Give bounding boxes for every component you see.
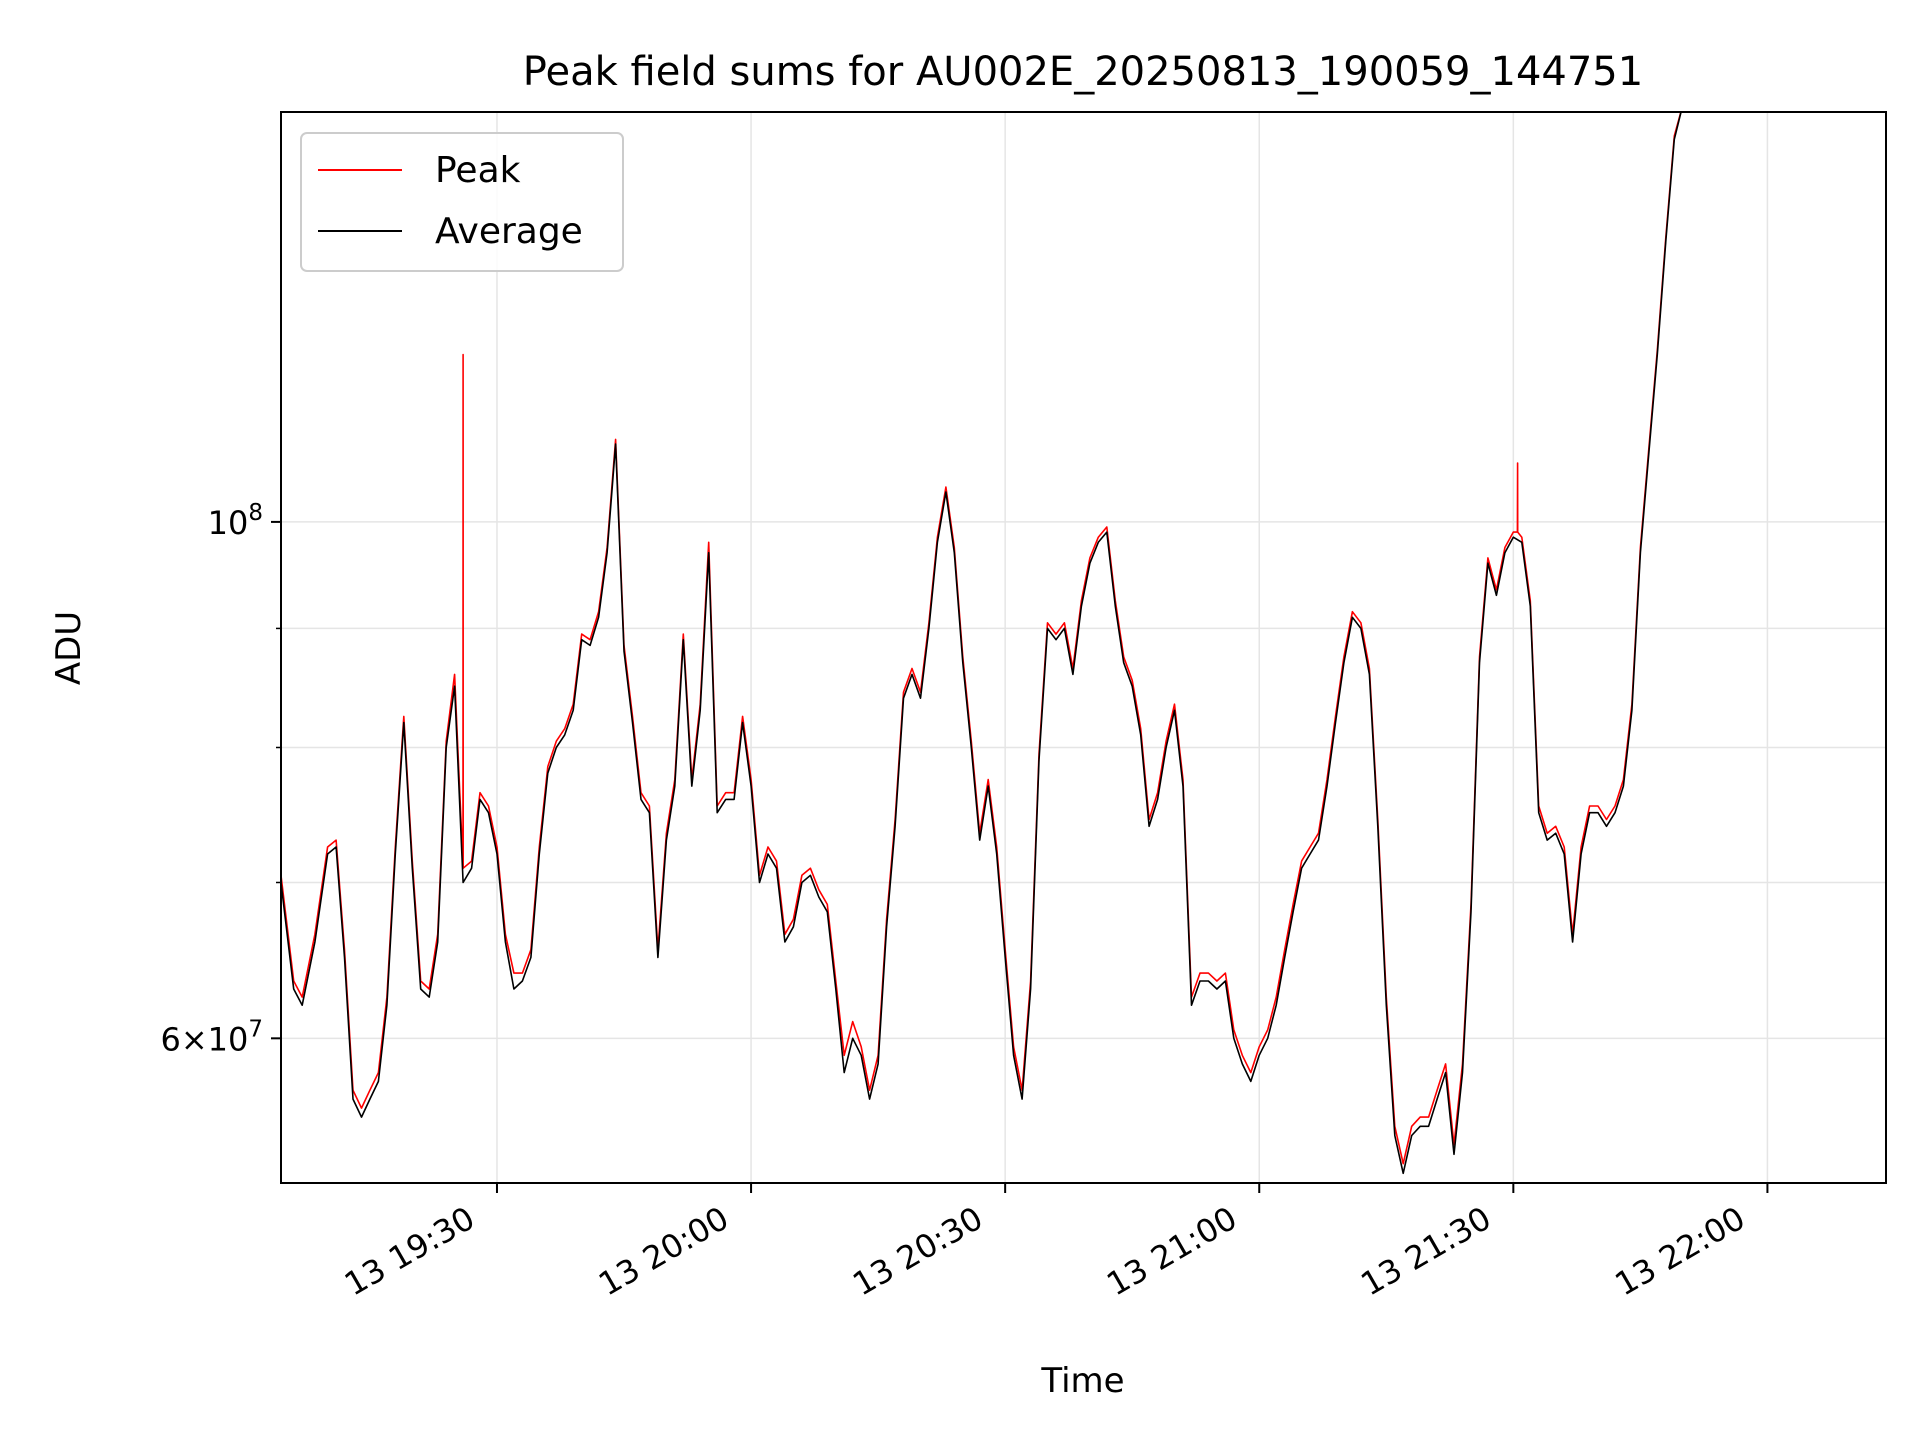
axes-frame — [280, 111, 1887, 1184]
legend: Peak Average — [300, 132, 624, 272]
y-tick-label-1: 108 — [208, 500, 263, 542]
series-line-average — [281, 112, 1682, 1175]
grid — [281, 112, 1886, 1183]
series-layer — [281, 112, 1682, 1175]
x-axis-label: Time — [1040, 1361, 1124, 1401]
legend-label-average: Average — [435, 211, 583, 252]
chart-title: Peak field sums for AU002E_20250813_1900… — [523, 49, 1643, 95]
y-tick-label-0: 6×107 — [160, 1016, 263, 1058]
legend-label-peak: Peak — [435, 150, 521, 191]
legend-box — [300, 132, 624, 272]
y-ticks: 6×107 108 — [160, 500, 281, 1058]
y-axis-label: ADU — [49, 611, 89, 685]
